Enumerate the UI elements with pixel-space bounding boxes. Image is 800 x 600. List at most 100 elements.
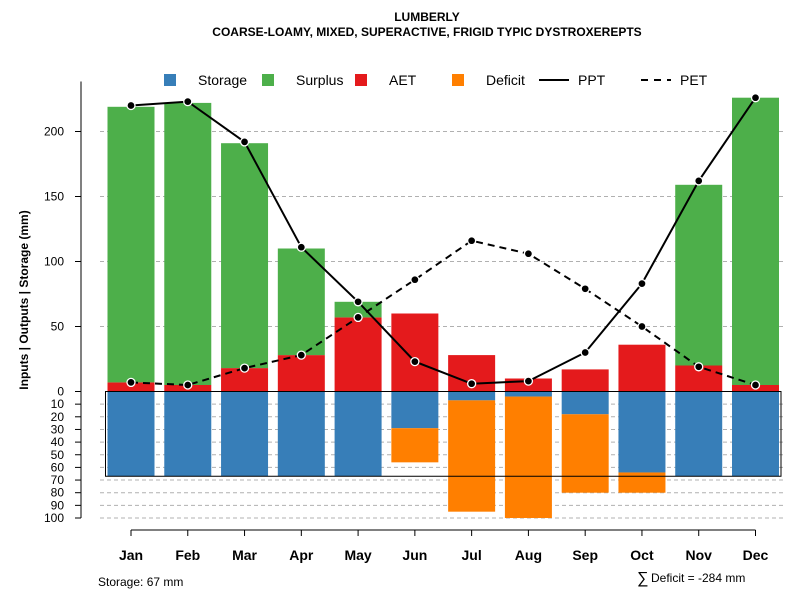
legend-swatch-surplus — [262, 74, 274, 86]
aet-bar — [391, 313, 439, 392]
legend: Storage Surplus AET Deficit PPT PET — [164, 72, 708, 88]
ppt-point — [523, 376, 534, 386]
deficit-bar — [448, 400, 496, 512]
ppt-point — [126, 100, 136, 111]
pet-point — [410, 275, 420, 285]
ppt-point — [239, 137, 250, 147]
pet-point — [126, 377, 136, 388]
legend-label-surplus: Surplus — [296, 72, 343, 88]
y-tick-label: 30 — [51, 422, 65, 436]
gridlines — [100, 131, 786, 519]
x-tick-label: Apr — [289, 547, 314, 563]
storage-bar — [504, 391, 552, 397]
ppt-point — [296, 242, 306, 252]
lines — [126, 93, 761, 390]
legend-swatch-aet — [355, 74, 367, 86]
storage-capacity-box — [105, 391, 782, 477]
storage-bar — [448, 391, 496, 401]
pet-point — [580, 284, 590, 294]
legend-label-ppt: PPT — [578, 72, 606, 88]
storage-bar — [561, 391, 609, 415]
pet-point — [353, 312, 363, 323]
storage-bar — [675, 391, 723, 477]
ppt-point — [694, 176, 704, 186]
ppt-line — [130, 97, 757, 385]
y-tick-label: 80 — [51, 486, 65, 500]
x-tick-label: Aug — [515, 547, 542, 563]
legend-label-deficit: Deficit — [486, 72, 525, 88]
chart-title: LUMBERLY — [394, 10, 460, 24]
surplus-bar — [277, 248, 325, 356]
y-tick-label: 50 — [51, 320, 65, 334]
surplus-bar — [221, 143, 269, 369]
deficit-footer: Deficit = -284 mm — [651, 571, 745, 585]
pet-point — [637, 321, 647, 332]
ppt-point — [637, 278, 647, 289]
aet-bar — [221, 368, 269, 392]
y-tick-label: 50 — [51, 448, 65, 462]
surplus-bar — [732, 97, 779, 385]
deficit-bar — [391, 428, 439, 463]
x-tick-label: Oct — [630, 547, 654, 563]
x-tick-label: Jun — [402, 547, 427, 563]
y-tick-label: 60 — [51, 460, 65, 474]
storage-bar — [107, 391, 155, 477]
y-tick-label: 90 — [51, 498, 65, 512]
y-axis-label: Inputs | Outputs | Storage (mm) — [17, 210, 31, 389]
storage-bar — [221, 391, 269, 477]
legend-label-aet: AET — [389, 72, 417, 88]
y-tick-label: 70 — [51, 473, 65, 487]
x-tick-label: May — [344, 547, 371, 563]
y-tick-label: 0 — [57, 385, 64, 399]
x-tick-label: Mar — [232, 547, 257, 563]
aet-bar — [277, 355, 325, 392]
aet-bar — [334, 317, 382, 392]
storage-bar — [164, 391, 212, 477]
ppt-point — [353, 297, 363, 307]
storage-bar — [277, 391, 325, 477]
surplus-bar — [164, 102, 212, 386]
y-tick-label: 100 — [44, 511, 64, 525]
pet-point — [183, 380, 193, 390]
chart-subtitle: COARSE-LOAMY, MIXED, SUPERACTIVE, FRIGID… — [212, 25, 641, 39]
y-tick-label: 100 — [44, 255, 64, 269]
y-tick-label: 40 — [51, 435, 65, 449]
x-tick-label: Dec — [743, 547, 769, 563]
storage-bar — [732, 391, 779, 477]
surplus-bar — [675, 184, 723, 366]
y-tick-label: 20 — [51, 410, 65, 424]
ppt-point — [580, 347, 590, 358]
y-tick-label: 200 — [44, 125, 64, 139]
y-tick-label: 150 — [44, 190, 64, 204]
x-tick-label: Feb — [175, 547, 200, 563]
ppt-point — [183, 96, 193, 107]
pet-point — [466, 236, 477, 246]
deficit-bar — [561, 414, 609, 493]
storage-footer: Storage: 67 mm — [98, 575, 183, 589]
ppt-point — [410, 356, 420, 367]
deficit-sum-icon: ∑ — [637, 570, 648, 587]
x-tick-label: Jul — [462, 547, 482, 563]
surplus-bar — [107, 106, 155, 383]
aet-bar — [618, 344, 666, 392]
legend-swatch-storage — [164, 74, 176, 86]
ppt-point — [466, 379, 477, 389]
pet-point — [694, 362, 704, 372]
legend-label-storage: Storage — [198, 72, 247, 88]
x-tick-label: Sep — [572, 547, 598, 563]
pet-point — [523, 249, 534, 259]
legend-label-pet: PET — [680, 72, 708, 88]
deficit-bar — [504, 396, 552, 518]
storage-bar — [334, 391, 382, 477]
x-tick-label: Jan — [119, 547, 143, 563]
storage-bar — [391, 391, 439, 429]
pet-point — [750, 380, 761, 390]
x-tick-label: Nov — [686, 547, 713, 563]
ppt-point — [750, 93, 761, 103]
pet-point — [296, 350, 306, 360]
storage-bar — [618, 391, 666, 473]
pet-point — [239, 363, 250, 373]
aet-bar — [561, 369, 609, 392]
